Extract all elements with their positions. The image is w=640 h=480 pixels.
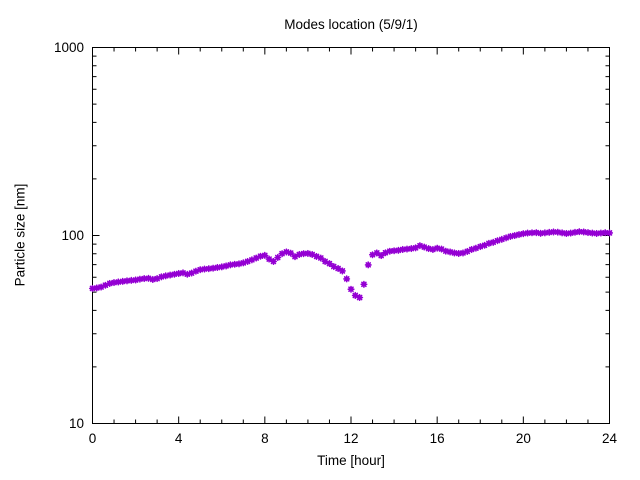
x-tick-label: 0: [89, 431, 97, 446]
x-tick-label: 16: [430, 431, 445, 446]
x-tick-label: 12: [343, 431, 358, 446]
x-tick-label: 24: [602, 431, 618, 446]
x-tick-label: 8: [261, 431, 269, 446]
y-tick-label: 10: [69, 416, 84, 431]
x-tick-label: 20: [516, 431, 531, 446]
chart-title: Modes location (5/9/1): [284, 17, 418, 32]
x-axis-label: Time [hour]: [317, 453, 385, 468]
data-points-series: [89, 228, 614, 301]
x-tick-label: 4: [175, 431, 183, 446]
y-tick-label: 1000: [54, 40, 84, 55]
y-tick-label: 100: [61, 228, 84, 243]
axis-ticks: [92, 47, 610, 424]
